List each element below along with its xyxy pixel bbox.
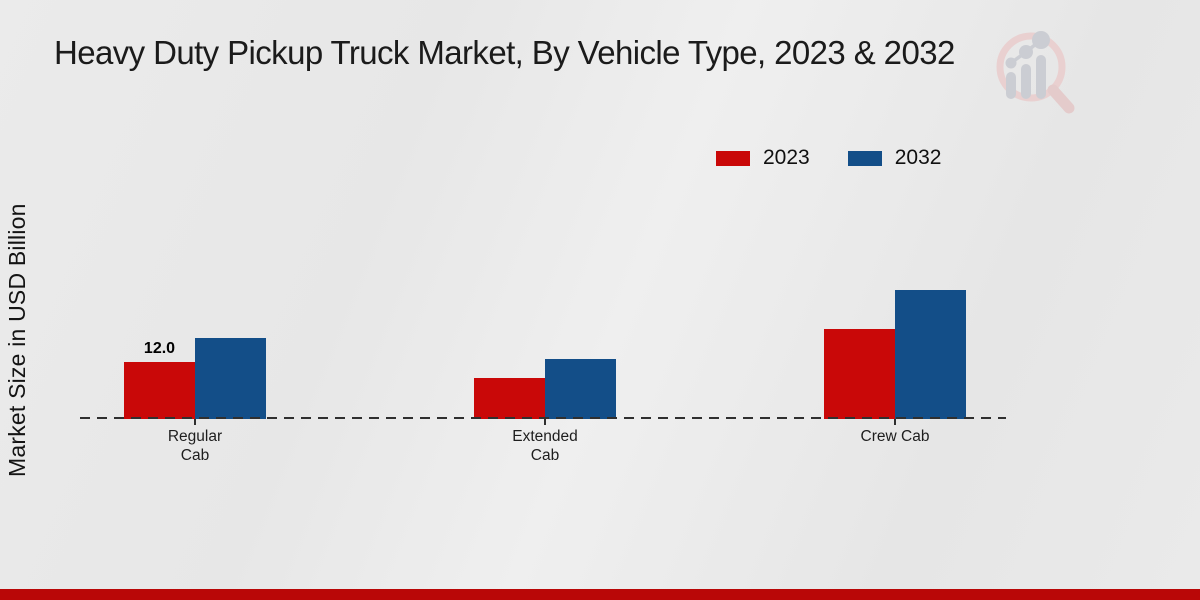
data-label-2023-regular-cab: 12.0 bbox=[143, 340, 176, 357]
legend-label-2032: 2032 bbox=[894, 146, 942, 169]
bar-2023-crew-cab bbox=[824, 329, 895, 419]
bar-2023-regular-cab bbox=[124, 362, 195, 419]
category-label-crew-cab: Crew Cab bbox=[860, 428, 930, 445]
legend-item-2023: 2023 bbox=[716, 146, 810, 170]
legend-swatch-2023 bbox=[716, 150, 750, 166]
legend-item-2032: 2032 bbox=[847, 146, 942, 170]
x-axis-tick-regular-cab bbox=[194, 419, 196, 425]
category-label-extended-cab: Extended Cab bbox=[512, 428, 578, 465]
x-axis-dashed-line bbox=[80, 417, 1006, 419]
legend-label-2023: 2023 bbox=[763, 146, 810, 169]
bar-2032-extended-cab bbox=[545, 359, 616, 419]
category-label-regular-cab: Regular Cab bbox=[167, 428, 223, 465]
x-axis-tick-crew-cab bbox=[894, 419, 896, 425]
legend: 2023 2032 bbox=[716, 146, 941, 170]
bar-2032-crew-cab bbox=[895, 290, 966, 419]
x-axis-tick-extended-cab bbox=[544, 419, 546, 425]
magnifier-bar-chart-logo-icon bbox=[996, 31, 1075, 114]
chart-title: Heavy Duty Pickup Truck Market, By Vehic… bbox=[54, 34, 955, 71]
bar-2023-extended-cab bbox=[474, 378, 545, 419]
bar-2032-regular-cab bbox=[195, 338, 266, 419]
legend-swatch-2032 bbox=[847, 150, 882, 166]
footer-red-strip bbox=[0, 589, 1200, 600]
